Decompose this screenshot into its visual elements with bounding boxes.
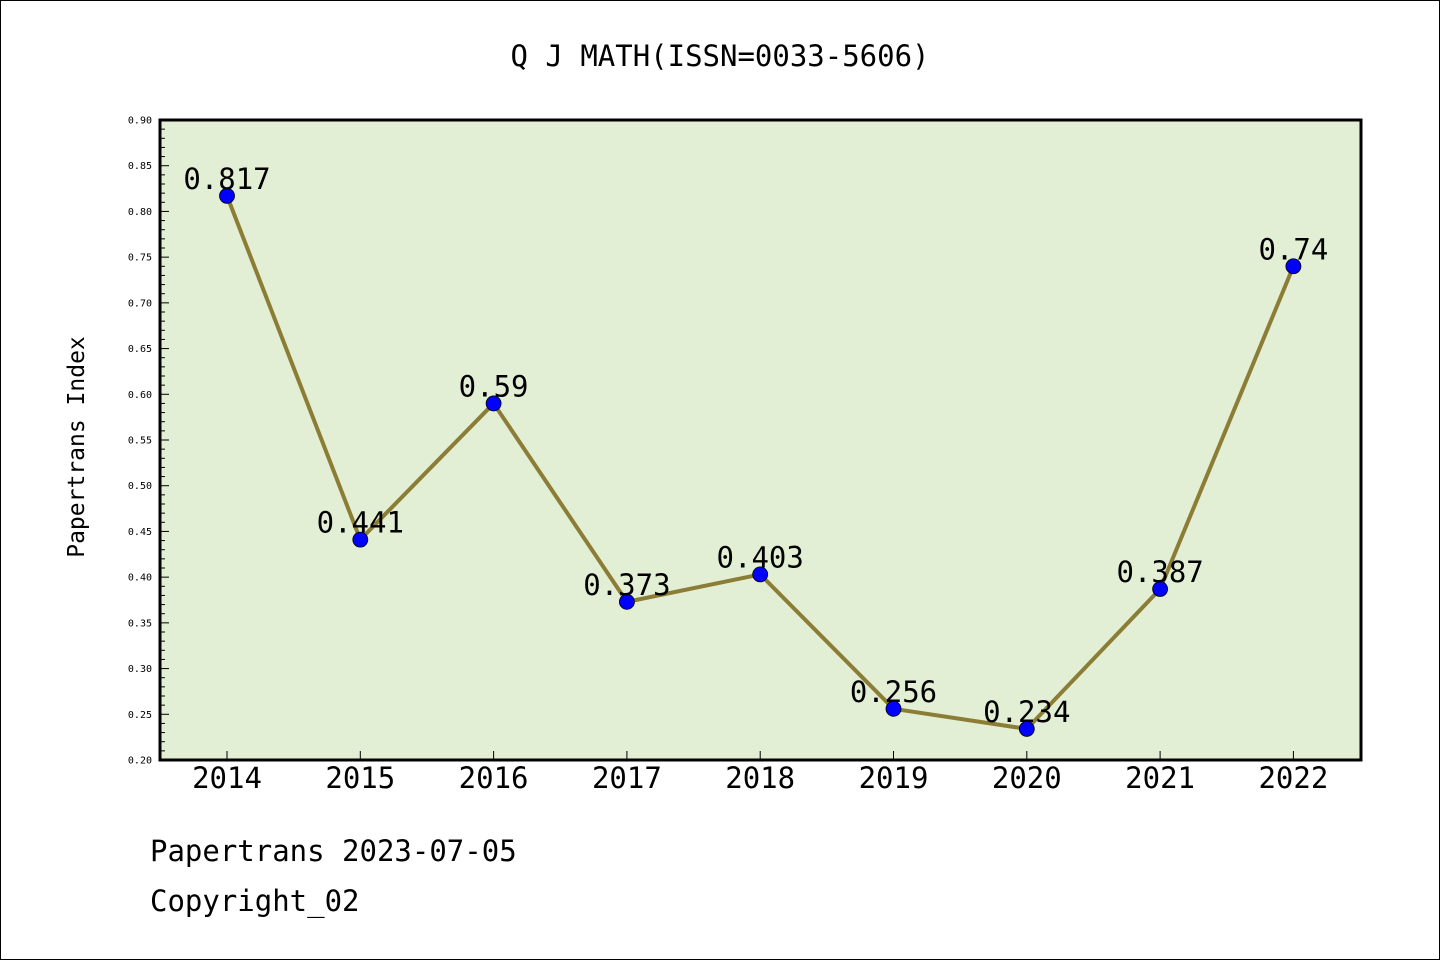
x-tick-label: 2014	[192, 761, 262, 795]
y-axis-label: Papertrans Index	[64, 336, 90, 558]
y-tick-label: 0.85	[128, 161, 152, 172]
y-tick-label: 0.75	[128, 253, 152, 264]
data-label: 0.234	[983, 695, 1070, 729]
plot-area	[158, 118, 1363, 762]
footer-source-date: Papertrans 2023-07-05	[150, 834, 517, 868]
data-point	[885, 700, 902, 717]
x-tick-label: 2021	[1125, 761, 1195, 795]
y-tick-label: 0.30	[128, 664, 152, 675]
data-point	[1018, 721, 1035, 737]
y-tick-label: 0.80	[128, 207, 152, 218]
chart-title: Q J MATH(ISSN=0033-5606)	[510, 39, 929, 73]
y-tick-label: 0.40	[128, 573, 152, 584]
x-tick-label: 2015	[325, 761, 395, 795]
y-tick-label: 0.25	[128, 710, 152, 721]
data-labels: 0.817 0.441 0.59 0.373 0.403 0.256 0.234 0.387 0…	[183, 162, 1328, 729]
x-axis: 2014 2015 2016 2017 2018 2019 2020 2021 2022	[192, 751, 1328, 795]
y-tick-label: 0.20	[128, 756, 152, 767]
data-point	[352, 531, 369, 548]
data-point	[752, 566, 769, 583]
data-label: 0.817	[183, 162, 270, 196]
x-tick-label: 2016	[459, 761, 529, 795]
x-tick-label: 2019	[859, 761, 929, 795]
y-tick-label: 0.55	[128, 436, 152, 447]
data-point	[619, 593, 635, 610]
data-label: 0.74	[1258, 232, 1328, 266]
y-tick-label: 0.35	[128, 618, 152, 629]
y-tick-label: 0.70	[128, 298, 152, 309]
y-tick-label: 0.45	[128, 527, 152, 538]
data-point	[485, 395, 502, 412]
data-label: 0.403	[717, 540, 804, 574]
y-tick-label: 0.65	[128, 344, 152, 355]
y-tick-label: 0.50	[128, 481, 152, 492]
data-point	[219, 187, 235, 204]
data-label: 0.256	[850, 675, 937, 709]
data-point	[1152, 581, 1168, 597]
data-label: 0.373	[583, 568, 670, 602]
y-tick-label: 0.60	[128, 390, 152, 401]
y-axis: 0.20 0.25 0.30 0.35 0.40 0.45 0.50 0.55 0.60 0.65…	[128, 116, 169, 767]
x-tick-label: 2022	[1258, 761, 1328, 795]
data-label: 0.59	[459, 369, 529, 403]
x-tick-label: 2020	[992, 761, 1062, 795]
y-tick-label: 0.90	[128, 116, 152, 127]
data-label: 0.441	[317, 506, 404, 540]
data-point	[1285, 258, 1302, 275]
footer-copyright: Copyright_02	[150, 884, 360, 918]
x-tick-label: 2018	[725, 761, 795, 795]
data-points	[219, 187, 1302, 737]
data-label: 0.387	[1116, 555, 1203, 589]
x-tick-label: 2017	[592, 761, 662, 795]
